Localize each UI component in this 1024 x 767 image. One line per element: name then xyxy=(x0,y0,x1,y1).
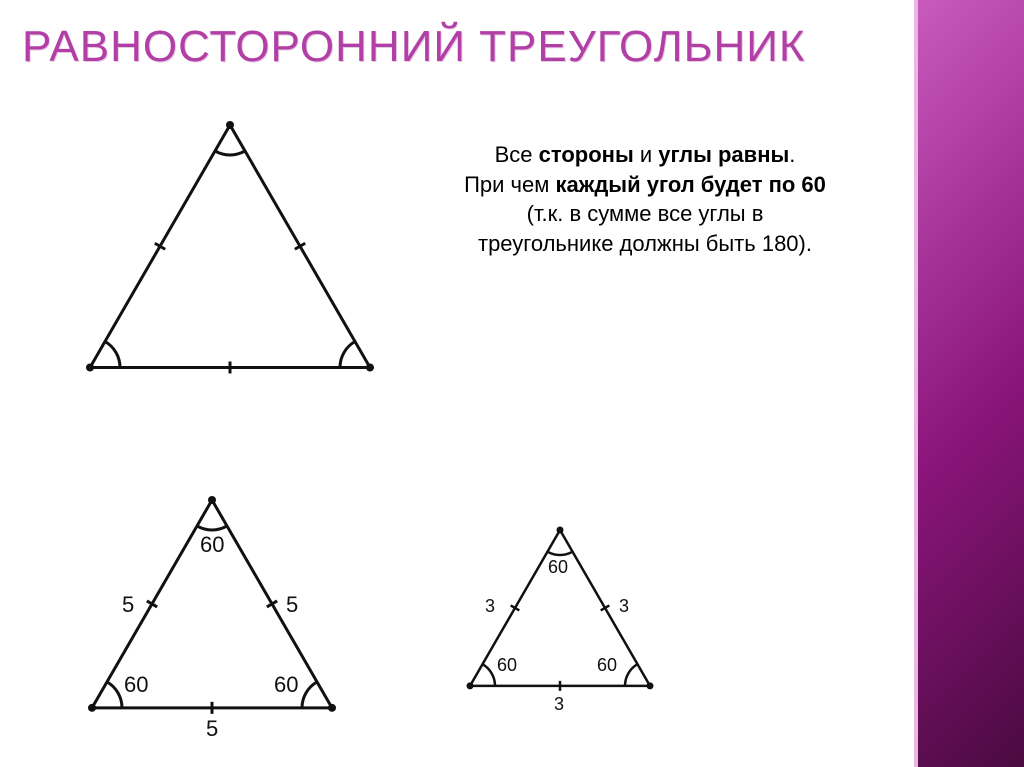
desc-line-1: Все стороны и углы равны. xyxy=(430,140,860,170)
side-label-left: 3 xyxy=(485,596,495,617)
angle-label-right: 60 xyxy=(597,655,617,676)
angle-label-left: 60 xyxy=(497,655,517,676)
desc-line-4: треугольнике должны быть 180). xyxy=(430,229,860,259)
desc-line-2: При чем каждый угол будет по 60 xyxy=(430,170,860,200)
side-label-right: 5 xyxy=(286,592,298,618)
side-label-bottom: 5 xyxy=(206,716,218,742)
side-label-right: 3 xyxy=(619,596,629,617)
desc-text: При чем xyxy=(464,172,555,197)
angle-label-top: 60 xyxy=(200,532,224,558)
desc-text: . xyxy=(789,142,795,167)
angle-label-top: 60 xyxy=(548,557,568,578)
slide-page: РАВНОСТОРОННИЙ ТРЕУГОЛЬНИК Все стороны и… xyxy=(0,0,1024,767)
desc-text: и xyxy=(634,142,659,167)
side-label-bottom: 3 xyxy=(554,694,564,715)
slide-title: РАВНОСТОРОННИЙ ТРЕУГОЛЬНИК xyxy=(22,22,806,72)
triangle-mid: 555606060 xyxy=(62,470,362,738)
desc-bold: углы равны xyxy=(658,142,789,167)
triangle-large xyxy=(60,95,400,397)
triangle-small: 3 3 3 60 60 60 xyxy=(440,500,680,716)
angle-label-right: 60 xyxy=(274,672,298,698)
desc-bold: каждый угол будет по 60 xyxy=(555,172,825,197)
angle-label-left: 60 xyxy=(124,672,148,698)
side-label-left: 5 xyxy=(122,592,134,618)
decorative-right-band xyxy=(914,0,1024,767)
desc-bold: стороны xyxy=(539,142,634,167)
desc-text: Все xyxy=(495,142,539,167)
description-block: Все стороны и углы равны. При чем каждый… xyxy=(430,140,860,259)
desc-line-3: (т.к. в сумме все углы в xyxy=(430,199,860,229)
